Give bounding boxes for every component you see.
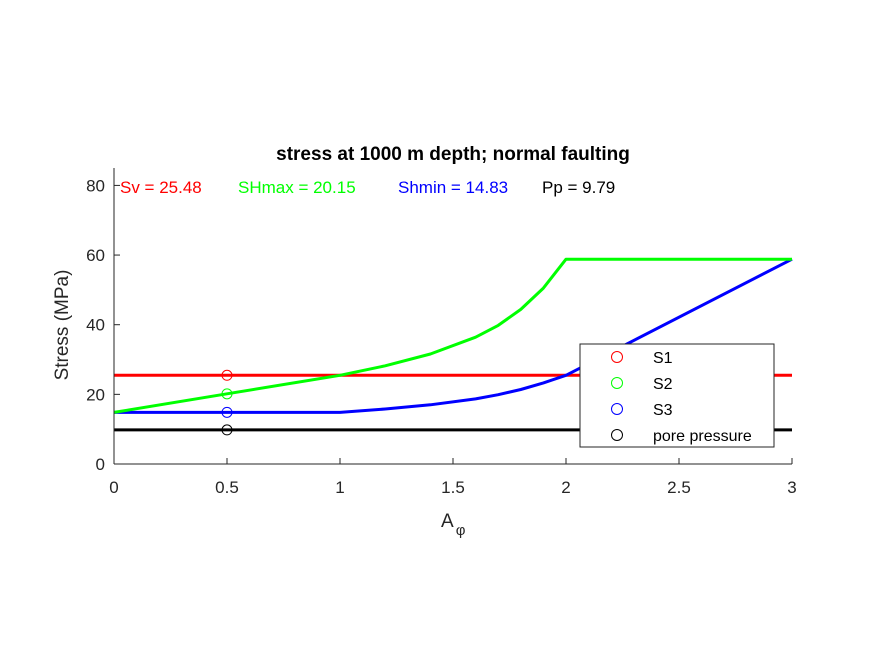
- marker-s2: [221, 388, 233, 400]
- x-tick-label: 1.5: [441, 478, 465, 497]
- y-tick-label: 20: [86, 385, 105, 404]
- chart-title: stress at 1000 m depth; normal faulting: [276, 144, 630, 165]
- annotations: Sv = 25.48 SHmax = 20.15 Shmin = 14.83 Pp =…: [120, 178, 615, 197]
- annotation-shmin: Shmin = 14.83: [398, 178, 508, 197]
- y-tick-label: 60: [86, 246, 105, 265]
- y-tick-label: 40: [86, 316, 105, 335]
- legend-box: [579, 343, 775, 448]
- marker-s3: [221, 406, 233, 418]
- x-axis-label-subscript: φ: [456, 522, 466, 539]
- legend-marker-s1: [611, 351, 623, 363]
- x-tick-label: 2.5: [667, 478, 691, 497]
- y-tick-label: 0: [96, 455, 105, 474]
- x-tick-label: 2: [561, 478, 570, 497]
- annotation-sv: Sv = 25.48: [120, 178, 202, 197]
- legend-marker-s3: [611, 403, 623, 415]
- legend: S1 S2 S3 pore pressure: [579, 343, 775, 448]
- series-line-s2: [113, 257, 792, 414]
- legend-marker-pore-pressure: [611, 429, 623, 441]
- x-tick-label: 1: [335, 478, 344, 497]
- x-axis-label-main: A: [441, 511, 454, 532]
- x-tick-label: 0.5: [215, 478, 239, 497]
- plot-markers: [221, 369, 233, 436]
- legend-marker-s2: [611, 377, 623, 389]
- annotation-shmax: SHmax = 20.15: [238, 178, 356, 197]
- y-tick-label: 80: [86, 176, 105, 195]
- series-line-s3: [114, 257, 793, 414]
- legend-label-pore-pressure: pore pressure: [653, 428, 752, 445]
- legend-label-s3: S3: [653, 402, 673, 419]
- annotation-pp: Pp = 9.79: [542, 178, 615, 197]
- axes: 0 0.5 1 1.5 2 2.5 3 0 20 40 60 80: [86, 168, 797, 497]
- marker-pore-pressure: [221, 424, 233, 436]
- y-axis-label: Stress (MPa): [52, 270, 73, 381]
- legend-label-s2: S2: [653, 376, 673, 393]
- x-tick-label: 0: [109, 478, 118, 497]
- x-tick-label: 3: [787, 478, 796, 497]
- legend-label-s1: S1: [653, 350, 673, 367]
- marker-s1: [221, 369, 233, 381]
